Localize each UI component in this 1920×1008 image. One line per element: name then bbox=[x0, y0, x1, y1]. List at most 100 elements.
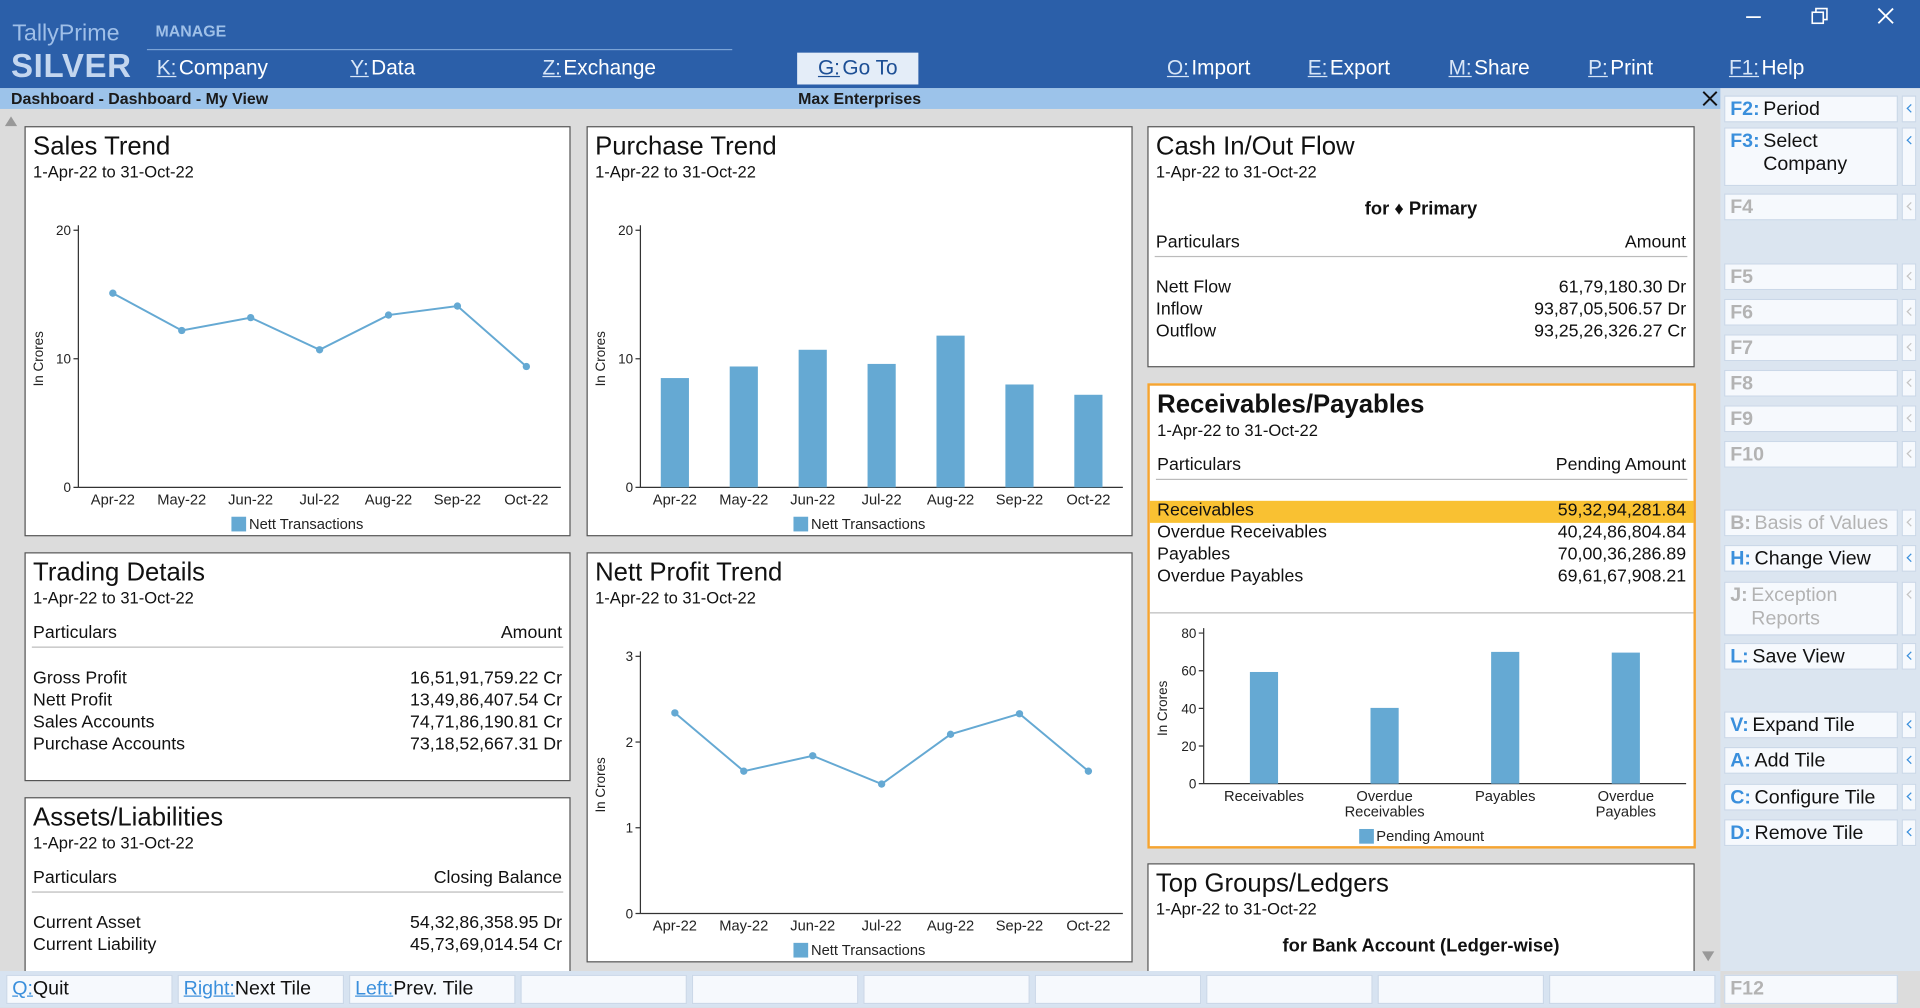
scroll-up[interactable] bbox=[4, 115, 19, 127]
panel-button[interactable]: F3: Select Company bbox=[1724, 127, 1898, 187]
row-label: Nett Profit bbox=[33, 690, 113, 711]
menu-item[interactable]: P: Print bbox=[1588, 56, 1653, 80]
row-amount: 16,51,91,759.22 Cr bbox=[410, 668, 563, 689]
menu-item[interactable]: K: Company bbox=[157, 56, 268, 80]
legend-label: Nett Transactions bbox=[248, 515, 364, 533]
arrow-icon bbox=[1906, 590, 1916, 599]
point bbox=[877, 780, 886, 788]
column-header: Particulars bbox=[1157, 455, 1242, 476]
footer-cell[interactable]: Left:Prev. Tile bbox=[348, 974, 516, 1005]
close-report[interactable] bbox=[1702, 91, 1718, 107]
expand-arrow[interactable] bbox=[1901, 642, 1917, 670]
arrow-icon bbox=[1906, 378, 1916, 387]
menu-item[interactable]: F1: Help bbox=[1729, 56, 1804, 80]
tile-period: 1-Apr-22 to 31-Oct-22 bbox=[1155, 900, 1317, 919]
expand-arrow bbox=[1901, 369, 1917, 397]
y-axis-label: In Crores bbox=[1155, 680, 1170, 736]
x-tick-label: Oct-22 bbox=[1066, 917, 1111, 935]
tile-period: 1-Apr-22 to 31-Oct-22 bbox=[33, 162, 194, 182]
restore[interactable] bbox=[1811, 11, 1825, 25]
row-amount: 45,73,69,014.54 Cr bbox=[410, 935, 563, 956]
breadcrumb: Dashboard - Dashboard - My View bbox=[11, 89, 269, 108]
y-axis-label: In Crores bbox=[593, 331, 608, 387]
bar bbox=[1005, 384, 1034, 488]
arrow-icon bbox=[1906, 413, 1916, 423]
menu-item[interactable]: G: Go To bbox=[797, 52, 919, 85]
tile[interactable]: Nett Profit Trend 1-Apr-22 to 31-Oct-22 0 1… bbox=[586, 552, 1133, 963]
point bbox=[246, 313, 255, 322]
bar bbox=[798, 349, 827, 488]
tile[interactable]: Cash In/Out Flow 1-Apr-22 to 31-Oct-22 for… bbox=[1147, 126, 1695, 368]
arrow-icon bbox=[1906, 342, 1916, 352]
expand-arrow[interactable] bbox=[1901, 783, 1917, 811]
expand-arrow[interactable] bbox=[1901, 127, 1917, 187]
separator bbox=[1149, 612, 1694, 614]
y-tick-label: 20 bbox=[56, 223, 71, 238]
panel-button[interactable]: A: Add Tile bbox=[1724, 746, 1898, 774]
button-key: L: bbox=[1730, 646, 1749, 668]
panel-button[interactable]: H: Change View bbox=[1724, 544, 1898, 572]
x-tick-label: Payables bbox=[1474, 787, 1536, 805]
button-key: F7 bbox=[1730, 337, 1754, 359]
row-label: Outflow bbox=[1155, 322, 1217, 342]
button-key: D: bbox=[1730, 822, 1751, 844]
tile[interactable]: Receivables/Payables 1-Apr-22 to 31-Oct-2… bbox=[1147, 383, 1696, 849]
arrow-icon bbox=[1906, 135, 1916, 145]
expand-arrow[interactable] bbox=[1901, 819, 1917, 847]
y-tick-label: 3 bbox=[626, 649, 633, 664]
expand-arrow bbox=[1901, 405, 1917, 433]
panel-button[interactable]: C: Configure Tile bbox=[1724, 783, 1898, 811]
menu-group-line bbox=[146, 48, 733, 51]
expand-arrow bbox=[1901, 334, 1917, 362]
tile[interactable]: Purchase Trend 1-Apr-22 to 31-Oct-22 0 10 20… bbox=[586, 126, 1133, 537]
expand-arrow[interactable] bbox=[1901, 711, 1917, 739]
footer-cell bbox=[863, 974, 1030, 1005]
footer-cell bbox=[1206, 974, 1373, 1005]
point bbox=[522, 362, 531, 371]
tile-subtitle: for ♦ Primary bbox=[1364, 198, 1478, 220]
tile[interactable]: Trading Details 1-Apr-22 to 31-Oct-22 Part… bbox=[24, 552, 571, 782]
menu-label: Company bbox=[178, 56, 268, 80]
footer-cell[interactable]: Right:Next Tile bbox=[177, 974, 345, 1005]
tile[interactable]: Top Groups/Ledgers 1-Apr-22 to 31-Oct-22 f… bbox=[1147, 863, 1695, 972]
x-tick-label: Apr-22 bbox=[90, 491, 135, 509]
menu-item[interactable]: E: Export bbox=[1308, 56, 1390, 80]
x-tick-label: Overdue Receivables bbox=[1344, 787, 1425, 821]
y-tick-label: 60 bbox=[1181, 664, 1196, 679]
panel-button[interactable]: D: Remove Tile bbox=[1724, 819, 1898, 847]
tile[interactable]: Sales Trend 1-Apr-22 to 31-Oct-22 0 10 20 In … bbox=[24, 126, 571, 537]
bar bbox=[660, 378, 689, 488]
menu-item[interactable]: Z: Exchange bbox=[542, 56, 656, 80]
menu-key: K: bbox=[156, 56, 177, 80]
x-tick-label: May-22 bbox=[157, 491, 207, 509]
footer-label: Next Tile bbox=[234, 978, 312, 1000]
y-axis-label: In Crores bbox=[593, 757, 608, 813]
expand-arrow bbox=[1901, 263, 1917, 291]
window-controls bbox=[1746, 7, 1894, 25]
panel-button[interactable]: V: Expand Tile bbox=[1724, 711, 1898, 739]
tile-period: 1-Apr-22 to 31-Oct-22 bbox=[33, 833, 194, 853]
header-underline bbox=[31, 646, 564, 648]
panel-button[interactable]: L: Save View bbox=[1724, 642, 1898, 670]
menu-item[interactable]: O: Import bbox=[1167, 56, 1250, 80]
button-key: F9 bbox=[1730, 408, 1754, 430]
header-underline bbox=[1155, 478, 1688, 481]
tile-period: 1-Apr-22 to 31-Oct-22 bbox=[595, 162, 756, 182]
legend: Nett Transactions bbox=[588, 516, 1132, 533]
menu-item[interactable]: Y: Data bbox=[350, 56, 415, 80]
column-header: Closing Balance bbox=[433, 868, 563, 888]
menu-item[interactable]: M: Share bbox=[1449, 56, 1530, 80]
panel-button: J: Exception Reports bbox=[1724, 581, 1898, 636]
y-tick-label: 40 bbox=[1181, 701, 1196, 716]
line bbox=[112, 292, 528, 368]
panel-button[interactable]: F2: Period bbox=[1724, 95, 1898, 123]
expand-arrow[interactable] bbox=[1901, 95, 1917, 123]
expand-arrow[interactable] bbox=[1901, 746, 1917, 774]
x-tick-label: Jun-22 bbox=[228, 491, 274, 509]
scroll-down[interactable] bbox=[1701, 950, 1716, 962]
button-key: A: bbox=[1730, 750, 1751, 772]
close[interactable] bbox=[1877, 7, 1894, 24]
footer-cell[interactable]: Q:Quit bbox=[6, 974, 173, 1005]
tile[interactable]: Assets/Liabilities 1-Apr-22 to 31-Oct-22 P… bbox=[24, 797, 571, 972]
expand-arrow[interactable] bbox=[1901, 544, 1917, 572]
